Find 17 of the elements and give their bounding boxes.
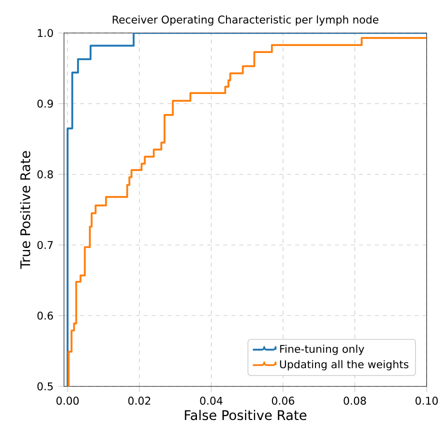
chart-title: Receiver Operating Characteristic per lymph node: [112, 15, 378, 26]
y-tick-label: 1.0: [38, 28, 53, 38]
y-tick-label: 0.7: [37, 240, 53, 250]
x-tick-label: 0.04: [200, 396, 222, 405]
x-tick-label: 0.10: [416, 396, 438, 405]
y-tick-label: 0.8: [37, 170, 53, 178]
x-tick-label: 0.08: [344, 396, 366, 405]
x-tick-label: 0.02: [128, 396, 150, 405]
x-tick-label: 0.06: [272, 396, 294, 405]
x-axis-title: False Positive Rate: [184, 410, 306, 420]
y-tick-label: 0.9: [37, 100, 53, 108]
y-axis-title: True Positive Rate: [20, 151, 30, 269]
legend-label: Updating all the weights: [280, 360, 408, 370]
y-tick-label: 0.6: [37, 312, 53, 320]
y-tick-label: 0.5: [37, 382, 53, 390]
legend-label: Fine-tuning only: [280, 344, 364, 355]
x-tick-label: 0.00: [56, 396, 79, 405]
